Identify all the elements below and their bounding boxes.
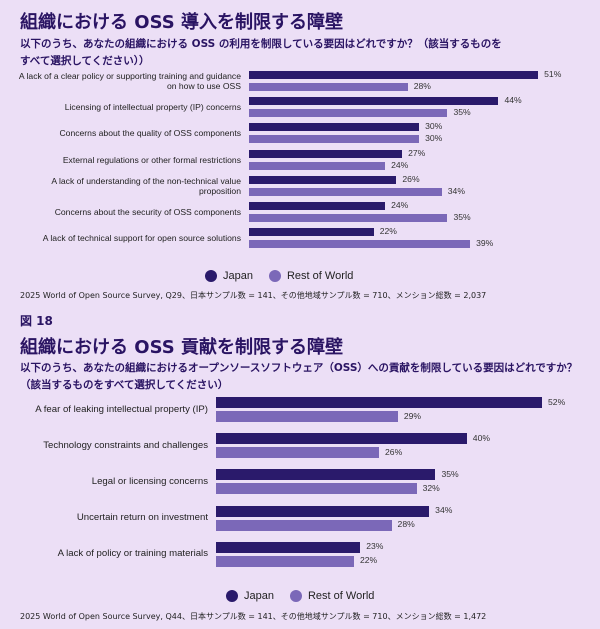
category-label: A lack of technical support for open sou… [42, 233, 241, 244]
data-label: 30% [425, 133, 443, 144]
data-label: 23% [366, 541, 384, 552]
data-label: 27% [408, 147, 426, 158]
category-label: A lack of understanding of the non-techn… [51, 175, 241, 196]
category-label: A lack of a clear policy or supporting t… [18, 71, 241, 91]
chart1-title: 組織における OSS 導入を制限する障壁 [20, 12, 343, 33]
bar-japan [249, 97, 499, 106]
bar-japan [249, 228, 374, 237]
data-label: 24% [391, 159, 409, 170]
data-label: 44% [504, 95, 522, 106]
legend-japan-swatch [205, 270, 217, 282]
data-label: 34% [447, 185, 465, 196]
category-label: Uncertain return on investment [76, 512, 208, 524]
category-label: Legal or licensing concerns [91, 475, 208, 487]
bar-japan [216, 505, 430, 517]
category-label: Concerns about the security of OSS compo… [54, 207, 241, 217]
bar-rest-of-world [216, 555, 354, 567]
bar-rest-of-world [249, 214, 448, 222]
data-label: 52% [548, 396, 566, 407]
bar-japan [249, 71, 539, 79]
bar-japan [249, 149, 403, 158]
category-label: A fear of leaking intellectual property … [35, 403, 208, 415]
data-label: 30% [425, 121, 443, 132]
chart2-title: 組織における OSS 貢献を制限する障壁 [20, 337, 343, 358]
chart1-subtitle: 以下のうち、あなたの組織における OSS の利用を制限している要因はどれですか？… [20, 38, 502, 67]
legend-row-label: Rest of World [307, 590, 375, 602]
legend-row-swatch [289, 590, 302, 602]
category-label: Licensing of intellectual property (IP) … [64, 102, 241, 113]
data-label: 34% [435, 505, 453, 516]
bar-japan [216, 397, 543, 408]
bar-rest-of-world [249, 109, 448, 118]
data-label: 26% [385, 446, 403, 457]
data-label: 51% [544, 69, 562, 79]
chart2-legend: Japan Rest of World [226, 590, 374, 602]
data-label: 22% [359, 555, 378, 566]
data-label: 35% [453, 107, 471, 118]
legend-row-label: Rest of World [286, 270, 354, 282]
legend-japan-label: Japan [223, 270, 253, 282]
bar-japan [249, 123, 420, 132]
bar-rest-of-world [216, 519, 392, 531]
data-label: 35% [453, 212, 471, 222]
figure-label: 図 18 [20, 314, 53, 328]
data-label: 26% [402, 173, 420, 184]
data-label: 24% [391, 200, 409, 210]
data-label: 29% [403, 410, 422, 421]
category-label: A lack of policy or training materials [57, 548, 208, 560]
bar-rest-of-world [249, 83, 408, 91]
data-label: 32% [422, 482, 440, 493]
category-label: External regulations or other formal res… [62, 154, 241, 165]
bar-japan [249, 202, 386, 210]
data-label: 22% [379, 226, 397, 237]
data-label: 35% [441, 468, 459, 479]
data-label: 39% [476, 238, 494, 249]
chart1-legend: Japan Rest of World [205, 270, 353, 282]
bar-rest-of-world [216, 447, 380, 459]
legend-japan-label: Japan [244, 590, 274, 602]
data-label: 28% [413, 81, 431, 91]
legend-japan-swatch [226, 590, 238, 602]
chart1-source: 2025 World of Open Source Survey, Q29、日本… [20, 291, 487, 300]
bar-rest-of-world [216, 483, 417, 495]
chart2-source: 2025 World of Open Source Survey, Q44、日本… [20, 612, 487, 621]
category-label: Concerns about the quality of OSS compon… [59, 128, 241, 139]
chart2-subtitle: 以下のうち、あなたの組織におけるオープンソースソフトウェア（OSS）への貢献を制… [20, 362, 578, 391]
bar-japan [216, 541, 361, 553]
data-label: 28% [397, 519, 415, 530]
legend-row-swatch [268, 270, 281, 282]
bar-rest-of-world [216, 411, 398, 422]
bar-rest-of-world [249, 161, 386, 170]
bar-rest-of-world [249, 187, 442, 196]
data-label: 40% [472, 432, 490, 443]
bar-japan [216, 433, 467, 445]
category-label: Technology constraints and challenges [43, 439, 208, 451]
bar-rest-of-world [249, 135, 420, 144]
bar-japan [216, 469, 436, 481]
bar-japan [249, 175, 397, 184]
bar-rest-of-world [249, 240, 471, 249]
